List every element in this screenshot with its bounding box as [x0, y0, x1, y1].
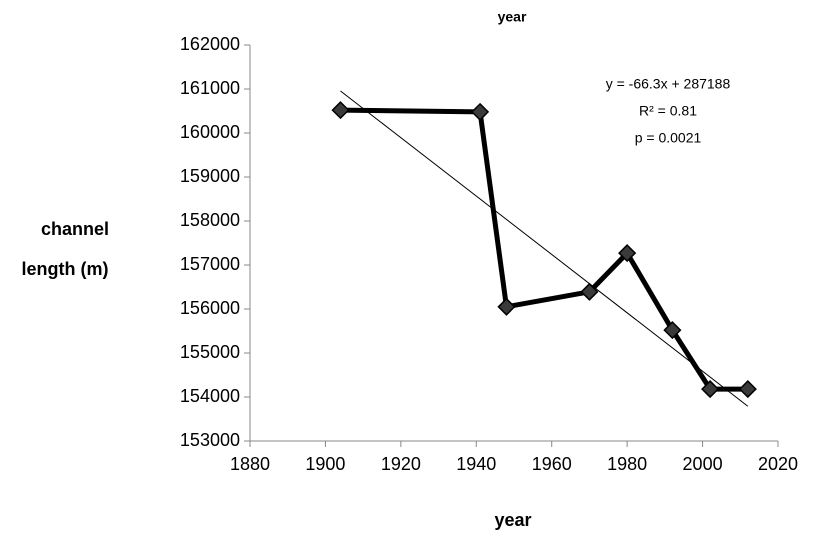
x-tick-label: 1920	[381, 454, 421, 474]
y-tick-label: 156000	[180, 298, 240, 318]
x-tick-label: 2020	[758, 454, 798, 474]
annotation: y = -66.3x + 287188	[606, 76, 731, 92]
y-tick-label: 154000	[180, 386, 240, 406]
x-axis-label: year	[494, 510, 531, 530]
data-line	[340, 107, 748, 392]
data-marker	[701, 380, 720, 399]
annotation: p = 0.0021	[635, 130, 702, 146]
data-marker	[497, 297, 516, 316]
chart-title: year	[498, 9, 527, 25]
data-marker	[618, 244, 637, 263]
y-tick-label: 158000	[180, 210, 240, 230]
data-marker	[738, 380, 757, 399]
y-tick-label: 161000	[180, 78, 240, 98]
y-tick-label: 155000	[180, 342, 240, 362]
y-tick-label: 162000	[180, 34, 240, 54]
y-tick-label: 159000	[180, 166, 240, 186]
data-marker	[470, 102, 490, 121]
y-axis-label: length (m)	[22, 259, 109, 279]
x-tick-label: 1940	[456, 454, 496, 474]
y-tick-label: 153000	[180, 430, 240, 450]
trendline	[340, 90, 749, 407]
data-marker	[663, 321, 682, 340]
annotation: R² = 0.81	[639, 103, 697, 119]
y-tick-label: 160000	[180, 122, 240, 142]
data-marker	[580, 282, 599, 301]
x-tick-label: 2000	[683, 454, 723, 474]
y-tick-label: 157000	[180, 254, 240, 274]
x-tick-label: 1880	[230, 454, 270, 474]
data-marker	[331, 101, 350, 120]
y-axis-label: channel	[41, 219, 109, 239]
x-tick-label: 1980	[607, 454, 647, 474]
x-tick-label: 1900	[305, 454, 345, 474]
x-tick-label: 1960	[532, 454, 572, 474]
